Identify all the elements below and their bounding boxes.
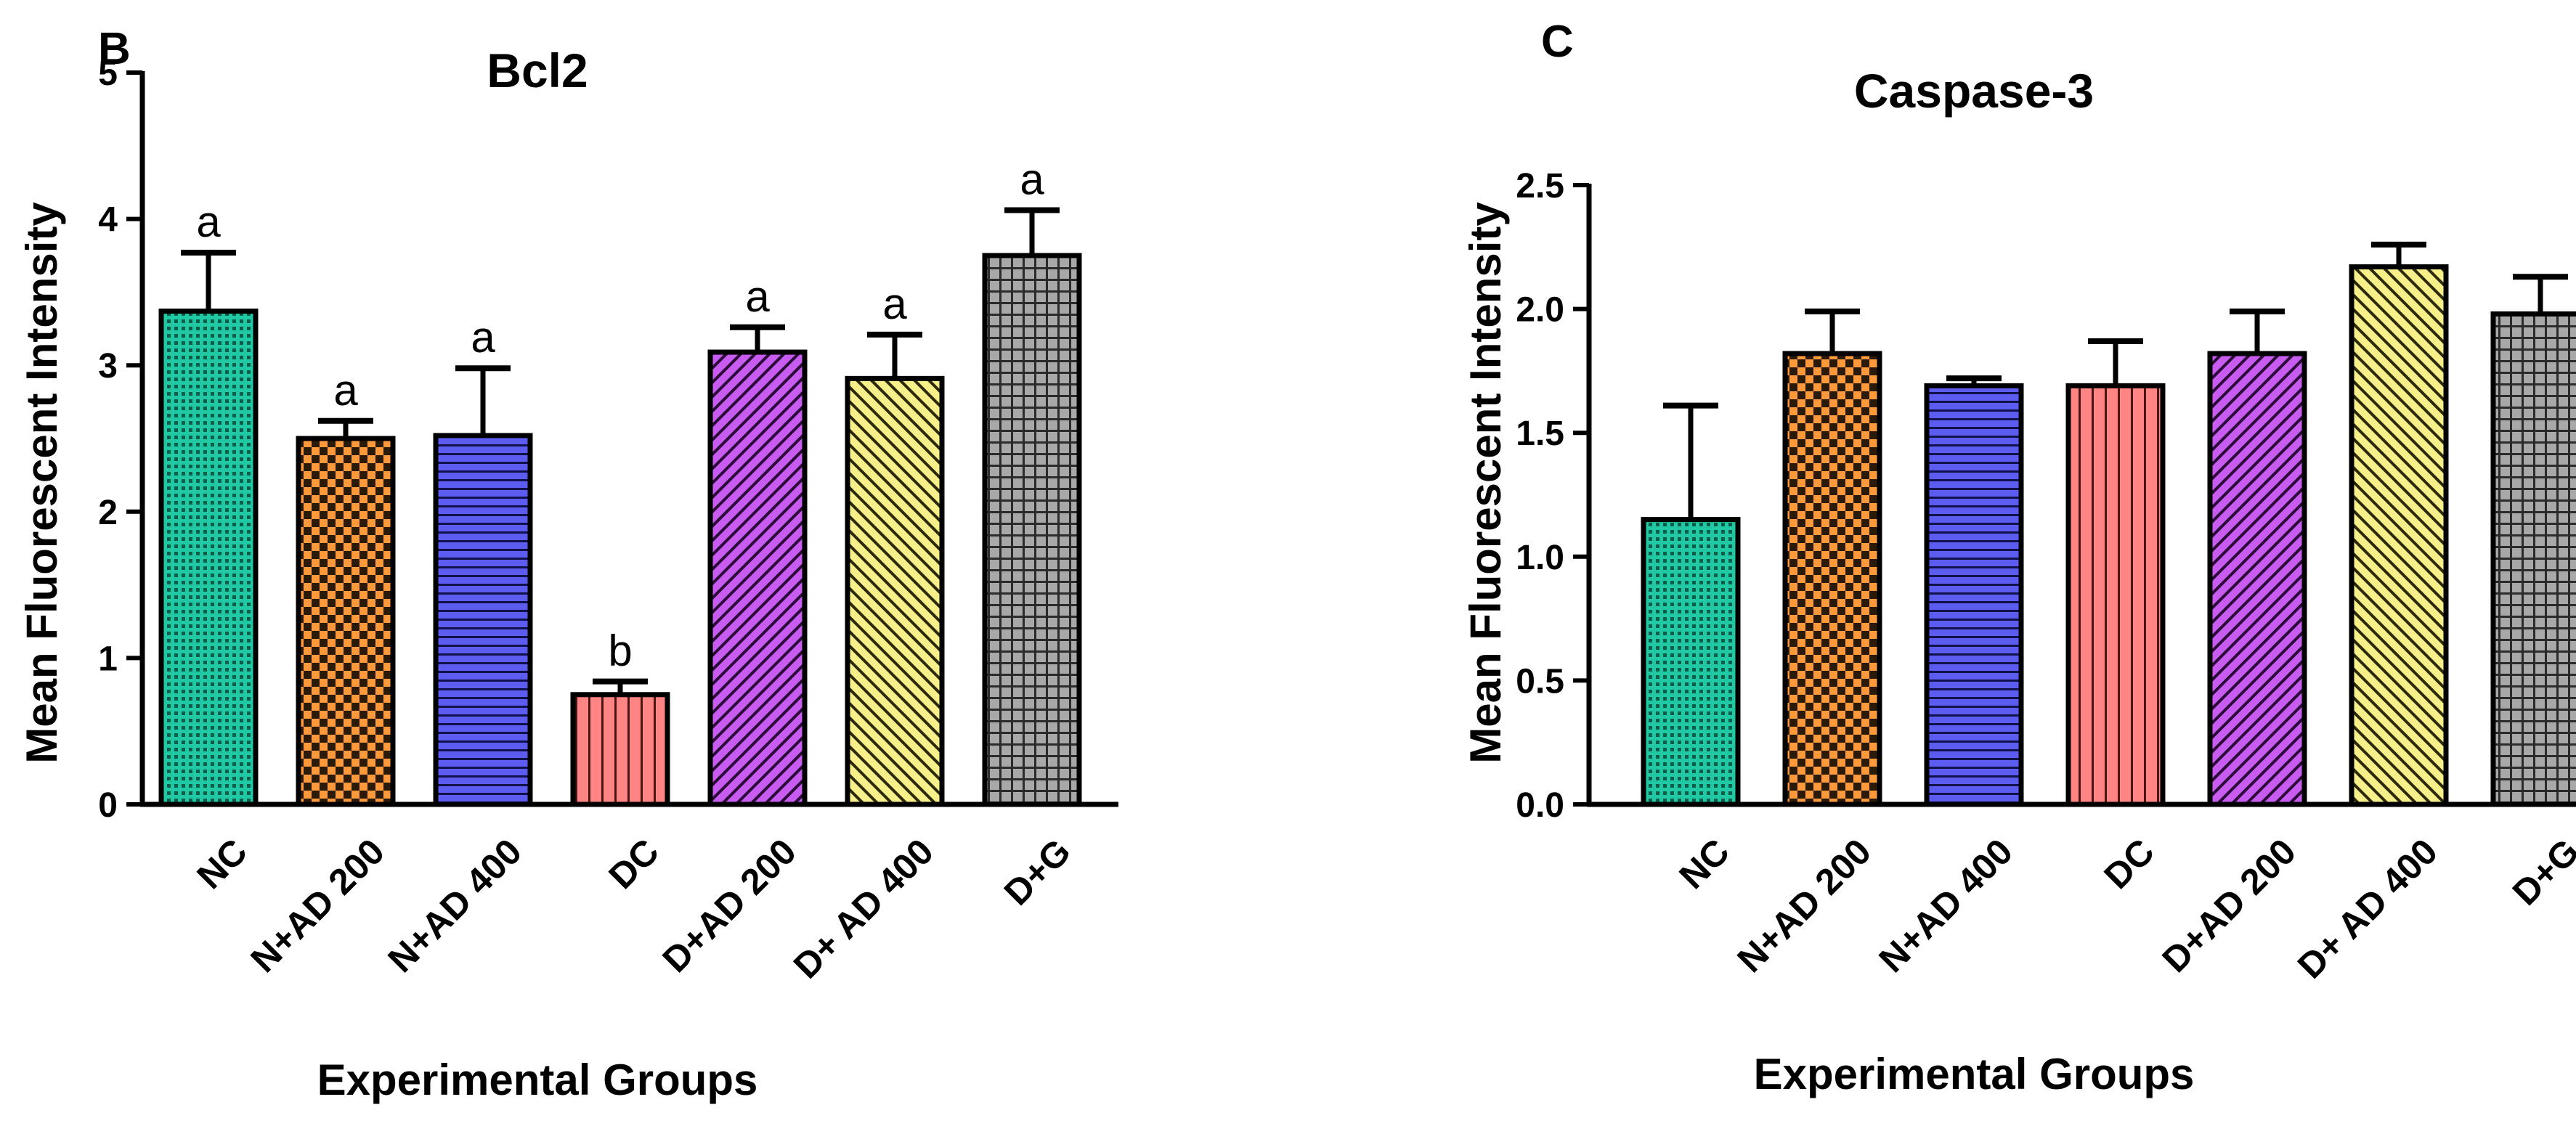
x-tick-label: N+AD 400 xyxy=(1871,831,2020,980)
bar-d-g xyxy=(2490,311,2576,807)
y-tick-label: 0.5 xyxy=(1516,662,1564,701)
chart-title-bcl2: Bcl2 xyxy=(487,44,588,97)
x-axis-label-caspase3: Experimental Groups xyxy=(1754,1050,2195,1098)
bar-dc xyxy=(570,692,670,807)
x-tick-label: D+AD 200 xyxy=(654,831,804,980)
bar-d-ad-200 xyxy=(707,349,808,807)
significance-label: a xyxy=(1020,155,1044,204)
bar-n-ad-400 xyxy=(1924,383,2024,807)
bar-n-ad-400 xyxy=(433,433,533,807)
significance-label: b xyxy=(608,627,632,675)
caspase3-chart: C Caspase-3 Mean Fluorescent Intensity E… xyxy=(1461,17,2576,1098)
x-tick-label: DC xyxy=(2096,831,2162,897)
significance-label: a xyxy=(333,366,358,415)
y-tick-label: 1 xyxy=(98,640,118,678)
chart-title-caspase3: Caspase-3 xyxy=(1854,64,2094,118)
bar-d-g xyxy=(982,253,1082,807)
x-tick-label: D+ AD 400 xyxy=(786,831,941,986)
bar-nc xyxy=(158,309,259,807)
x-tick-label: N+AD 200 xyxy=(243,831,392,980)
significance-label: a xyxy=(471,313,495,362)
y-axis-label-caspase3: Mean Fluorescent Intensity xyxy=(1461,202,1510,764)
bar-nc xyxy=(1641,517,1741,807)
bar-n-ad-200 xyxy=(296,436,396,807)
bar-n-ad-200 xyxy=(1782,351,1882,807)
y-tick-label: 1.0 xyxy=(1516,539,1564,577)
y-tick-label: 5 xyxy=(98,54,118,93)
y-tick-label: 0.0 xyxy=(1516,786,1564,825)
y-tick-label: 1.5 xyxy=(1516,415,1564,453)
y-tick-label: 2 xyxy=(98,494,118,532)
x-tick-label: DC xyxy=(601,831,667,897)
y-axis-label-bcl2: Mean Fluorescent Intensity xyxy=(17,202,66,764)
bar-d-ad-400 xyxy=(2349,264,2449,807)
x-tick-label: NC xyxy=(1671,831,1737,897)
y-tick-label: 2.0 xyxy=(1516,291,1564,330)
y-tick-label: 3 xyxy=(98,347,118,385)
significance-label: a xyxy=(745,272,770,321)
bar-dc xyxy=(2065,383,2166,807)
y-tick-label: 0 xyxy=(98,786,118,825)
y-tick-label: 2.5 xyxy=(1516,167,1564,205)
x-tick-label: D+ AD 400 xyxy=(2290,831,2445,986)
panel-letter-b: B xyxy=(98,24,131,74)
bar-d-ad-400 xyxy=(845,375,945,807)
panel-letter-c: C xyxy=(1541,17,1574,67)
x-tick-label: D+AD 200 xyxy=(2154,831,2304,980)
bar-d-ad-200 xyxy=(2207,351,2307,807)
x-axis-label-bcl2: Experimental Groups xyxy=(317,1056,758,1104)
x-tick-label: N+AD 200 xyxy=(1729,831,1879,980)
significance-label: a xyxy=(196,197,221,246)
x-tick-label: D+G xyxy=(996,831,1078,913)
x-tick-label: D+G xyxy=(2505,831,2576,913)
significance-label: a xyxy=(882,280,907,328)
x-tick-label: N+AD 400 xyxy=(380,831,529,980)
bcl2-chart: B Bcl2 Mean Fluorescent Intensity Experi… xyxy=(17,24,1118,1104)
x-tick-label: NC xyxy=(189,831,255,897)
y-tick-label: 4 xyxy=(98,201,118,240)
